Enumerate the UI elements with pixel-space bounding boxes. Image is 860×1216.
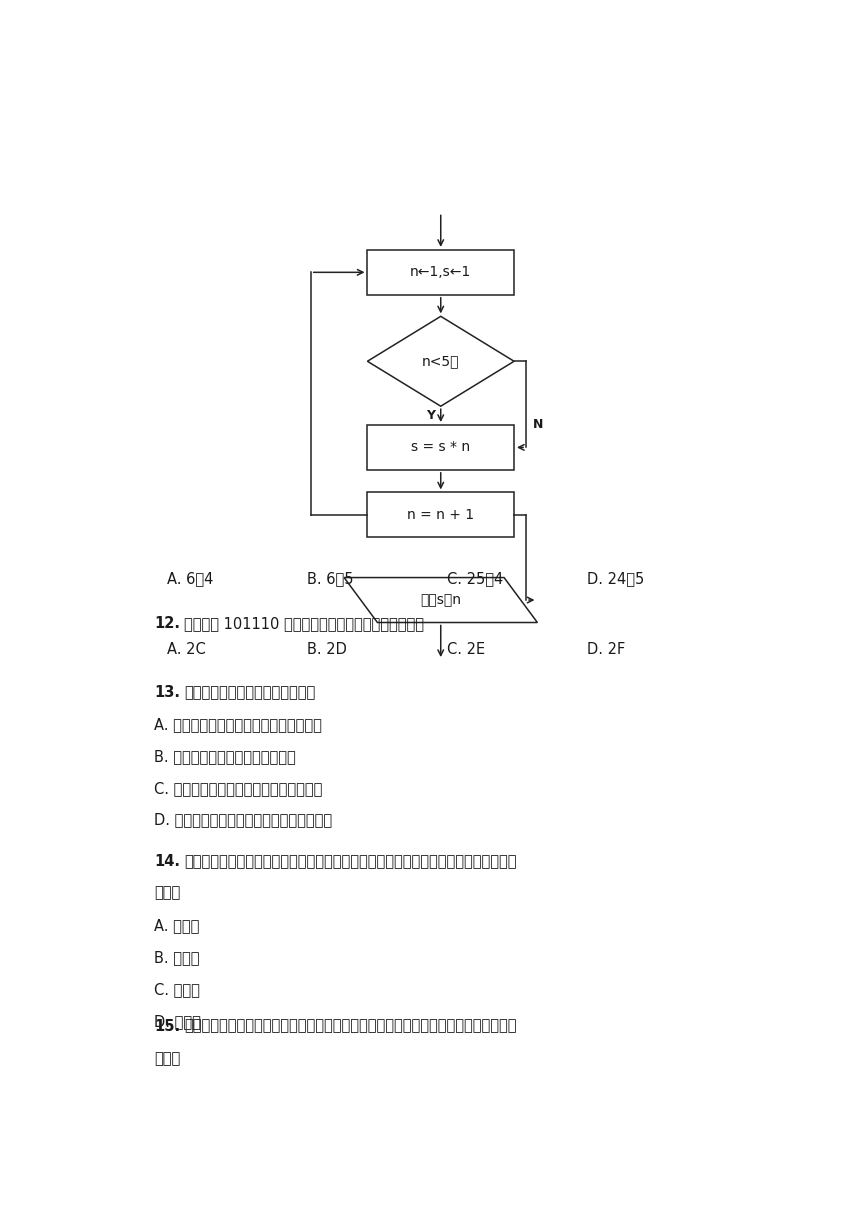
Polygon shape <box>344 578 538 623</box>
Text: B. 2D: B. 2D <box>308 642 347 657</box>
Text: 在计算机内部，采用二进制编码存储字符和汉字。关于信息的编码，以下表述错误的是: 在计算机内部，采用二进制编码存储字符和汉字。关于信息的编码，以下表述错误的是 <box>184 1019 517 1034</box>
Polygon shape <box>367 316 514 406</box>
Text: Y: Y <box>427 409 435 422</box>
Text: A. 区位码: A. 区位码 <box>154 918 200 934</box>
Text: A. 2C: A. 2C <box>168 642 206 657</box>
Text: A. 6、4: A. 6、4 <box>168 572 214 586</box>
Text: 汉字的编码多种多样，如输入码、输出码和机内码等，其功能各异。用于存储汉字的编: 汉字的编码多种多样，如输入码、输出码和机内码等，其功能各异。用于存储汉字的编 <box>184 854 517 868</box>
Text: N: N <box>532 417 544 430</box>
Text: 输出s和n: 输出s和n <box>421 593 461 607</box>
Text: B. 输出码: B. 输出码 <box>154 950 200 966</box>
Text: B. 6、5: B. 6、5 <box>308 572 354 586</box>
Text: 14.: 14. <box>154 854 180 868</box>
Text: A. 蔬菜上的二维码包含了产地等相关信息: A. 蔬菜上的二维码包含了产地等相关信息 <box>154 717 322 732</box>
Text: C. 2E: C. 2E <box>447 642 486 657</box>
Text: B. 火车票的二维码包含了个人信息: B. 火车票的二维码包含了个人信息 <box>154 749 296 764</box>
Bar <box>367 424 514 469</box>
Text: n←1,s←1: n←1,s←1 <box>410 265 471 280</box>
Text: （　）: （ ） <box>154 1052 181 1066</box>
Text: 下列关于二维码的叙述，错误的是: 下列关于二维码的叙述，错误的是 <box>184 686 316 700</box>
Text: D. 24、5: D. 24、5 <box>587 572 645 586</box>
Text: 15.: 15. <box>154 1019 181 1034</box>
Text: C. 二维码可以随便制作，不需要国家标准: C. 二维码可以随便制作，不需要国家标准 <box>154 781 322 795</box>
Text: C. 25、4: C. 25、4 <box>447 572 504 586</box>
Text: n<5？: n<5？ <box>422 354 459 368</box>
Text: D. 2F: D. 2F <box>587 642 625 657</box>
Text: 12.: 12. <box>154 617 180 631</box>
Bar <box>367 492 514 537</box>
Text: 13.: 13. <box>154 686 180 700</box>
Text: 二进制数 101110 转换成等值的十六进制数是（　）。: 二进制数 101110 转换成等值的十六进制数是（ ）。 <box>184 617 424 631</box>
Bar <box>367 249 514 294</box>
Text: n = n + 1: n = n + 1 <box>407 508 475 522</box>
Text: 码称为: 码称为 <box>154 885 181 901</box>
Text: D. 用手机扫描二维码可以快速访问相关资源: D. 用手机扫描二维码可以快速访问相关资源 <box>154 812 332 828</box>
Text: D. 机内码: D. 机内码 <box>154 1014 201 1029</box>
Text: C. 字型码: C. 字型码 <box>154 983 200 997</box>
Text: s = s * n: s = s * n <box>411 440 470 455</box>
